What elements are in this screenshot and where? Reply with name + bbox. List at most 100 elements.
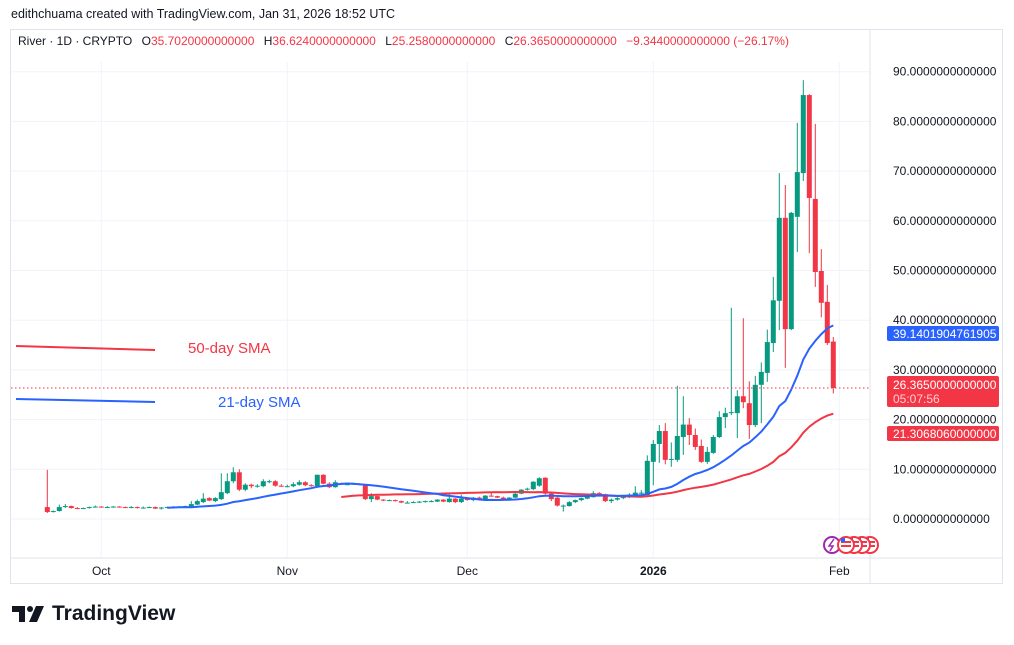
candle-body — [488, 495, 494, 497]
logo-text: TradingView — [52, 602, 176, 625]
candle-body — [578, 498, 584, 501]
candle-body — [200, 498, 206, 503]
candle — [548, 492, 554, 502]
sma21-line — [167, 324, 834, 509]
candle-body — [482, 495, 488, 500]
candle-body — [146, 507, 152, 509]
candle-body — [104, 507, 110, 509]
y-tick-label: 90.0000000000000 — [893, 65, 997, 79]
sma50-price-text: 21.3068060000000 — [893, 427, 997, 441]
candle — [752, 375, 758, 428]
candle — [194, 499, 200, 506]
candle-body — [278, 485, 284, 487]
x-tick-label: Dec — [457, 564, 478, 578]
candle-body — [434, 499, 440, 502]
candle — [632, 486, 638, 496]
y-tick-label: 20.0000000000000 — [893, 413, 997, 427]
candle — [158, 507, 164, 510]
candle — [398, 500, 404, 504]
candle — [248, 483, 254, 489]
candle — [638, 490, 644, 495]
candle — [692, 428, 698, 450]
lightning-glyph — [827, 538, 835, 552]
candle — [734, 390, 740, 438]
x-tick-label: Nov — [277, 564, 298, 578]
candle-body — [128, 507, 134, 509]
candle — [224, 473, 230, 495]
candle — [152, 506, 158, 510]
candle-body — [752, 384, 758, 426]
candle-body — [290, 484, 296, 487]
candle-body — [632, 492, 638, 495]
candle — [458, 494, 464, 504]
candle-body — [728, 412, 734, 414]
candle-body — [572, 500, 578, 503]
candle-body — [212, 498, 218, 502]
candle-body — [710, 436, 716, 453]
candle — [716, 411, 722, 438]
candle — [62, 504, 68, 509]
last-price-text: 26.3650000000000 — [893, 378, 997, 392]
candle — [80, 507, 86, 510]
candle — [740, 318, 746, 409]
high-value: 36.6240000000000 — [272, 34, 376, 48]
candle — [758, 362, 764, 424]
candle-body — [446, 498, 452, 503]
candle — [680, 396, 686, 455]
candle-body — [668, 458, 674, 460]
candle-body — [560, 505, 566, 507]
candle — [122, 506, 128, 509]
candle — [98, 506, 104, 508]
candle-body — [704, 451, 710, 462]
candle-body — [272, 481, 278, 486]
x-tick-label: Feb — [829, 564, 850, 578]
candle-body — [398, 501, 404, 503]
candle-body — [524, 488, 530, 490]
candle-body — [746, 403, 752, 426]
candle — [116, 506, 122, 508]
candle-body — [242, 484, 248, 490]
candle-body — [458, 498, 464, 503]
candle-body — [206, 498, 212, 501]
candle-body — [194, 501, 200, 505]
y-tick-label: 50.0000000000000 — [893, 264, 997, 278]
candle — [812, 123, 818, 287]
close-label: C — [504, 34, 514, 48]
candle-body — [830, 341, 836, 388]
candle-body — [602, 494, 608, 502]
candle-body — [44, 507, 50, 513]
tradingview-logo[interactable]: TradingView — [12, 602, 175, 626]
candle-body — [254, 485, 260, 487]
sma50-annotation: 50-day SMA — [188, 340, 271, 357]
sma21-annotation: 21-day SMA — [218, 394, 301, 411]
candle — [272, 480, 278, 487]
low-label: L — [385, 34, 392, 48]
countdown-text: 05:07:56 — [893, 392, 940, 406]
candle — [386, 499, 392, 502]
candle-body — [344, 484, 350, 486]
candle-body — [500, 497, 506, 500]
candle — [104, 506, 110, 509]
flag-stripe — [841, 545, 851, 547]
candle-body — [320, 474, 326, 484]
candle — [830, 336, 836, 394]
candle — [440, 499, 446, 503]
candle — [614, 497, 620, 501]
candle-body — [416, 501, 422, 503]
sma50-line — [341, 412, 834, 498]
y-tick-label: 30.0000000000000 — [893, 363, 997, 377]
candle-body — [230, 472, 236, 482]
candle — [110, 506, 116, 508]
chart-credit: edithchuama created with TradingView.com… — [11, 7, 396, 21]
candle-body — [140, 507, 146, 509]
sma21-legend-line — [15, 398, 156, 403]
y-tick-label: 80.0000000000000 — [893, 114, 997, 128]
candle — [668, 442, 674, 467]
symbol-label[interactable]: River · 1D · CRYPTO — [18, 34, 133, 48]
candle — [452, 498, 458, 504]
candle-body — [764, 342, 770, 373]
candle-body — [554, 497, 560, 506]
candle — [314, 474, 320, 488]
open-value: 35.7020000000000 — [150, 34, 255, 48]
